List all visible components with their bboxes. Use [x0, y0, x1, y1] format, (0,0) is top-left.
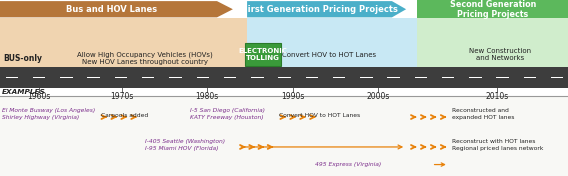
Text: Convert HOV to HOT Lanes: Convert HOV to HOT Lanes: [279, 113, 361, 118]
Text: Carpools added: Carpools added: [101, 113, 148, 118]
Bar: [469, 77, 482, 78]
Text: 1970s: 1970s: [110, 92, 134, 101]
Text: Convert HOV to HOT Lanes: Convert HOV to HOT Lanes: [282, 52, 376, 58]
Text: Second Generation
Pricing Projects: Second Generation Pricing Projects: [449, 0, 536, 19]
Bar: [60, 77, 73, 78]
Text: Bus and HOV Lanes: Bus and HOV Lanes: [66, 5, 157, 14]
Text: 2000s: 2000s: [366, 92, 390, 101]
Bar: [306, 77, 318, 78]
Text: Allow High Occupancy Vehicles (HOVs)
New HOV Lanes throughout country: Allow High Occupancy Vehicles (HOVs) New…: [77, 52, 212, 65]
Bar: [224, 77, 236, 78]
Text: I-405 Seattle (Washington)
I-95 Miami HOV (Florida): I-405 Seattle (Washington) I-95 Miami HO…: [145, 139, 225, 151]
Bar: [278, 77, 291, 78]
Bar: [415, 77, 427, 78]
Bar: [115, 77, 127, 78]
FancyArrow shape: [247, 1, 406, 17]
Bar: [417, 18, 568, 88]
Text: Reconstructed and
expanded HOT lanes: Reconstructed and expanded HOT lanes: [452, 108, 514, 120]
Bar: [6, 77, 18, 78]
Bar: [169, 77, 182, 78]
Text: ELECTRONIC
TOLLING: ELECTRONIC TOLLING: [239, 48, 287, 61]
Text: El Monte Busway (Los Angeles)
Shirley Highway (Virginia): El Monte Busway (Los Angeles) Shirley Hi…: [2, 108, 95, 120]
Bar: [524, 77, 536, 78]
Bar: [197, 77, 209, 78]
Text: I-5 San Diego (California)
KATY Freeway (Houston): I-5 San Diego (California) KATY Freeway …: [190, 108, 265, 120]
Text: BUS-only: BUS-only: [3, 54, 42, 63]
Bar: [0, 18, 247, 88]
Text: 2010s: 2010s: [486, 92, 508, 101]
Text: 1980s: 1980s: [196, 92, 219, 101]
Bar: [333, 77, 345, 78]
Bar: [0, 96, 568, 176]
Bar: [360, 77, 373, 78]
FancyArrow shape: [0, 1, 233, 17]
Bar: [142, 77, 154, 78]
Bar: [87, 77, 100, 78]
Bar: [247, 18, 417, 88]
Bar: [551, 77, 563, 78]
Text: First Generation Pricing Projects: First Generation Pricing Projects: [243, 5, 398, 14]
Text: Reconstruct with HOT lanes
Regional priced lanes network: Reconstruct with HOT lanes Regional pric…: [452, 139, 543, 151]
Text: New Construction
and Networks: New Construction and Networks: [469, 48, 531, 61]
Bar: [496, 77, 509, 78]
Text: 495 Express (Virginia): 495 Express (Virginia): [315, 162, 382, 167]
FancyBboxPatch shape: [244, 43, 282, 66]
Bar: [417, 0, 568, 18]
Text: 1960s: 1960s: [27, 92, 51, 101]
Bar: [387, 77, 400, 78]
Bar: [442, 77, 454, 78]
Text: EXAMPLES: EXAMPLES: [2, 89, 45, 95]
Bar: [251, 77, 264, 78]
Text: 1990s: 1990s: [281, 92, 304, 101]
Bar: [33, 77, 45, 78]
Bar: [0, 67, 568, 88]
